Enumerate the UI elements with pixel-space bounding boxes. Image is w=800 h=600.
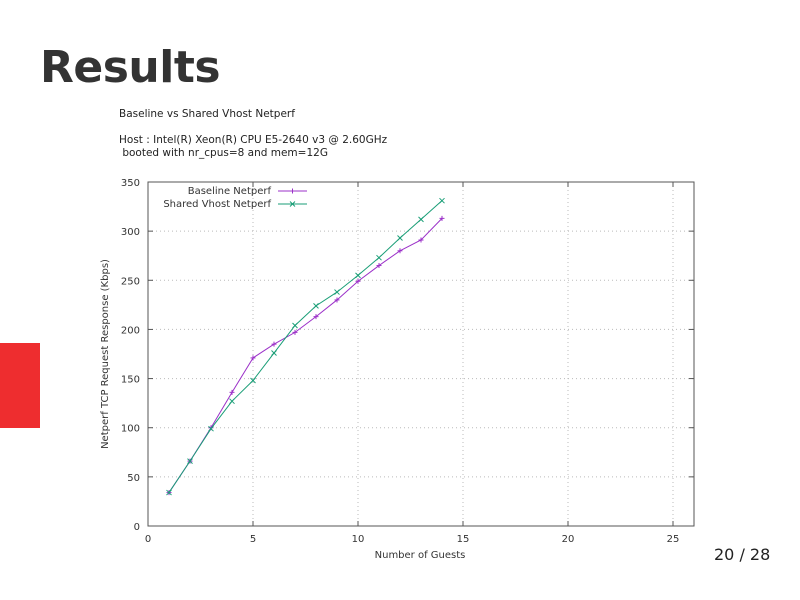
- chart-legend: Baseline Netperf Shared Vhost Netperf: [163, 186, 307, 210]
- legend-label: Baseline Netperf: [188, 186, 272, 197]
- chart-grid: [148, 182, 694, 526]
- y-tick-label: 300: [121, 227, 140, 238]
- x-axis-label: Number of Guests: [375, 550, 466, 561]
- x-tick-label: 15: [457, 534, 470, 545]
- accent-bar: [0, 343, 40, 428]
- x-tick-label: 0: [145, 534, 151, 545]
- x-tick-label: 25: [667, 534, 680, 545]
- slide-title: Results: [40, 42, 221, 93]
- y-tick-label: 150: [121, 375, 140, 386]
- y-tick-label: 350: [121, 178, 140, 189]
- x-tick-label: 5: [250, 534, 256, 545]
- host-info: Host : Intel(R) Xeon(R) CPU E5-2640 v3 @…: [119, 134, 388, 146]
- y-tick-label: 250: [121, 276, 140, 287]
- legend-label: Shared Vhost Netperf: [163, 199, 271, 210]
- chart-series: [166, 197, 445, 496]
- x-tick-label: 20: [562, 534, 575, 545]
- y-tick-label: 0: [134, 522, 140, 533]
- y-axis-label: Netperf TCP Request Response (Kbps): [100, 259, 111, 449]
- series-line: [168, 218, 443, 493]
- figure-heading: Baseline vs Shared Vhost Netperf: [119, 108, 295, 120]
- y-tick-label: 100: [121, 424, 140, 435]
- x-tick-label: 10: [352, 534, 365, 545]
- plot-frame: [147, 181, 695, 527]
- y-tick-label: 200: [121, 325, 140, 336]
- boot-info: booted with nr_cpus=8 and mem=12G: [119, 147, 328, 159]
- axis-ticks: 0 50 100 150 200 250 300 350 0 5 10 15 20 25: [121, 178, 694, 545]
- series-line: [168, 200, 443, 493]
- y-tick-label: 50: [127, 473, 140, 484]
- page-indicator: 20 / 28: [714, 545, 771, 564]
